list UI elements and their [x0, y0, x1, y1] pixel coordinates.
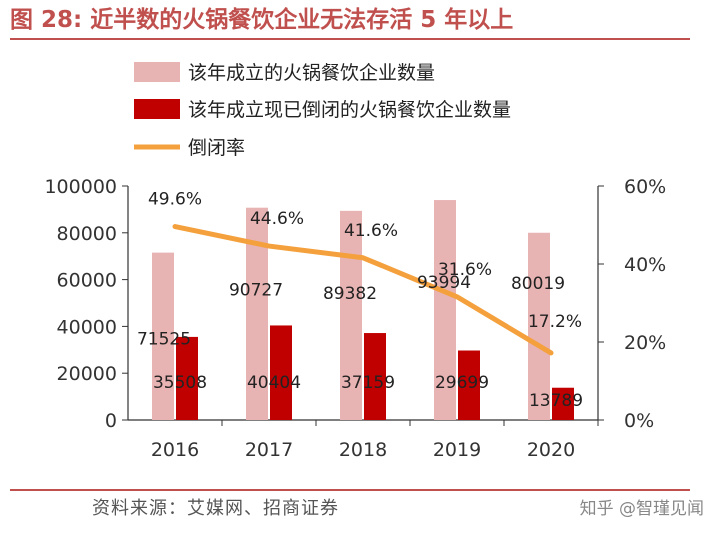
left-tick-label: 60000 — [57, 270, 117, 292]
x-tick-label: 2020 — [527, 439, 575, 461]
right-tick-label: 60% — [624, 176, 666, 198]
bar-closed — [176, 336, 198, 420]
left-tick-label: 0 — [105, 410, 117, 432]
data-label-rate: 44.6% — [250, 209, 304, 229]
data-label-rate: 31.6% — [438, 260, 492, 280]
data-label-established: 80019 — [511, 274, 565, 294]
data-label-established: 89382 — [323, 284, 377, 304]
data-label-rate: 41.6% — [344, 221, 398, 241]
data-label-closed: 40404 — [247, 373, 301, 393]
bar-established — [528, 232, 550, 420]
left-tick-label: 100000 — [44, 176, 117, 198]
left-tick-label: 40000 — [57, 316, 117, 338]
bar-closed — [270, 325, 292, 420]
bar-closed — [364, 333, 386, 420]
legend-label-rate: 倒闭率 — [188, 137, 245, 159]
data-label-established: 93994 — [417, 273, 471, 293]
left-tick-label: 80000 — [57, 223, 117, 245]
right-tick-label: 0% — [624, 410, 654, 432]
bar-established — [340, 210, 362, 420]
footer-rule — [10, 489, 690, 491]
data-label-closed: 35508 — [153, 373, 207, 393]
left-tick-label: 20000 — [57, 363, 117, 385]
right-tick-label: 40% — [624, 254, 666, 276]
data-label-closed: 29699 — [435, 373, 489, 393]
x-tick-label: 2016 — [151, 439, 199, 461]
bar-established — [152, 252, 174, 420]
title-rule — [10, 38, 690, 40]
bar-established — [434, 200, 456, 420]
rate-line — [172, 224, 554, 356]
source-note: 资料来源：艾媒网、招商证券 — [92, 498, 339, 519]
bar-established — [246, 207, 268, 420]
legend-label-closed: 该年成立现已倒闭的火锅餐饮企业数量 — [188, 99, 511, 121]
data-label-rate: 17.2% — [528, 312, 582, 332]
data-label-established: 90727 — [229, 281, 283, 301]
x-tick-label: 2019 — [433, 439, 481, 461]
legend-label-established: 该年成立的火锅餐饮企业数量 — [188, 62, 435, 84]
legend-swatch-closed — [134, 99, 180, 119]
legend-swatch-established — [134, 62, 180, 82]
watermark: 知乎 @智瑾见闻 — [579, 499, 704, 519]
right-tick-label: 20% — [624, 332, 666, 354]
bar-closed — [458, 350, 480, 420]
data-label-established: 71525 — [137, 330, 191, 350]
x-tick-label: 2017 — [245, 439, 293, 461]
bar-closed — [552, 387, 574, 420]
x-tick-label: 2018 — [339, 439, 387, 461]
data-label-closed: 13789 — [529, 391, 583, 411]
data-label-rate: 49.6% — [148, 190, 202, 210]
figure-title: 图 28: 近半数的火锅餐饮企业无法存活 5 年以上 — [10, 7, 514, 33]
data-label-closed: 37159 — [341, 373, 395, 393]
